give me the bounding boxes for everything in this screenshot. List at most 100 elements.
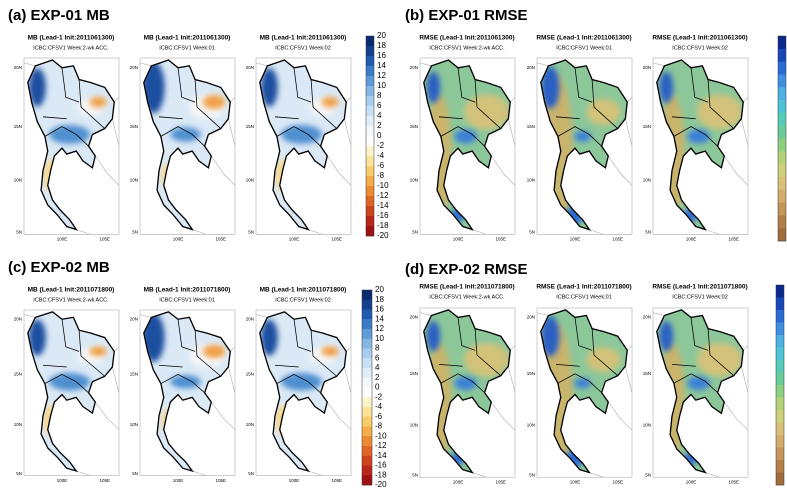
lat-label: 10N <box>643 178 651 183</box>
lat-label: 5N <box>645 473 651 478</box>
field-blob <box>454 376 477 390</box>
field-blob <box>586 98 621 126</box>
lon-label: 100E <box>173 478 184 483</box>
lon-label: 100E <box>686 479 697 484</box>
lat-label: 5N <box>248 471 254 476</box>
lat-label: 10N <box>527 423 535 428</box>
colorbar-tick-label: 4 <box>377 111 382 120</box>
lat-label: 15N <box>410 124 418 129</box>
colorbar-swatch <box>366 106 374 117</box>
field-blob <box>321 96 339 108</box>
colorbar-swatch <box>776 385 784 398</box>
neighbor-borders <box>419 62 516 235</box>
country-outline <box>259 311 347 473</box>
colorbar-swatch <box>776 397 784 411</box>
map <box>139 309 236 476</box>
map-subtitle: ICBC:CFSV1 Week:02 <box>275 45 331 51</box>
lat-label: 15N <box>130 124 138 129</box>
field-blob <box>281 372 323 391</box>
colorbar-swatch <box>362 377 372 388</box>
map <box>652 307 749 478</box>
colorbar-tick-label: 8 <box>375 344 380 353</box>
map-subtitle: ICBC:CFSV1 Week:2-wk ACC. <box>429 294 505 300</box>
country-outline <box>27 59 115 231</box>
neighbor-borders <box>139 62 236 235</box>
lat-label: 20N <box>246 316 254 321</box>
map-subtitle: ICBC:CFSV1 Week:2-wk ACC. <box>429 45 505 51</box>
neighbor-borders <box>139 314 236 476</box>
colorbar-swatch <box>366 136 374 147</box>
lat-label: 10N <box>410 423 418 428</box>
colorbar-tick-label: -16 <box>377 211 389 220</box>
colorbar-swatch <box>778 164 786 178</box>
colorbar-swatch <box>776 335 784 348</box>
field-blob <box>49 372 91 391</box>
country-outline <box>423 309 511 474</box>
lat-label: 20N <box>130 316 138 321</box>
colorbar-tick-label: -4 <box>375 402 383 411</box>
colorbar-swatch <box>778 100 786 114</box>
colorbar-swatch <box>366 56 374 67</box>
field-blob <box>281 125 323 144</box>
country-outline <box>540 59 628 231</box>
colorbar-swatch <box>362 416 372 427</box>
lat-label: 10N <box>643 423 651 428</box>
field-blob <box>463 94 510 130</box>
map <box>139 57 236 235</box>
colorbar-swatch <box>776 360 784 373</box>
colorbar-swatch <box>362 436 372 447</box>
panel-label: (b) EXP-01 RMSE <box>405 7 528 24</box>
colorbar-swatch <box>362 368 372 379</box>
colorbar-swatch <box>778 48 786 62</box>
map-title: RMSE (Lead-1 Init:2011071800) <box>536 284 631 291</box>
colorbar-tick-label: -18 <box>375 470 387 479</box>
lat-label: 5N <box>412 473 418 478</box>
colorbar-tick-label: 16 <box>377 51 386 60</box>
field-blob <box>170 375 201 389</box>
colorbar-tick-label: 4 <box>375 363 380 372</box>
colorbar-swatch <box>362 475 372 486</box>
colorbar-tick-label: 14 <box>375 314 384 323</box>
colorbar-swatch <box>778 87 786 101</box>
lat-label: 20N <box>643 65 651 70</box>
field-blob <box>426 71 441 104</box>
country-outline <box>259 59 347 231</box>
province-borders <box>274 67 338 147</box>
colorbar-tick-label: 18 <box>375 295 384 304</box>
lat-label: 5N <box>16 471 22 476</box>
colorbar-swatch <box>778 112 786 126</box>
field-blob <box>260 319 278 356</box>
field-blob <box>28 319 46 356</box>
colorbar-tick-label: 10 <box>377 81 386 90</box>
lat-label: 15N <box>410 371 418 376</box>
colorbar-swatch <box>362 309 372 320</box>
colorbar-swatch <box>366 206 374 217</box>
colorbar-swatch <box>362 348 372 359</box>
map-title: MB (Lead-1 Init:2011061300) <box>144 35 231 42</box>
lat-label: 10N <box>246 422 254 427</box>
field-blob <box>454 129 477 144</box>
colorbar-swatch <box>362 455 372 466</box>
colorbar-tick-label: 0 <box>377 131 382 140</box>
field-blob <box>321 346 339 357</box>
country-outline <box>143 311 231 473</box>
colorbar-tick-label: 6 <box>377 101 382 110</box>
colorbar-frame <box>777 35 787 242</box>
colorbar-tick-label: -4 <box>377 151 385 160</box>
colorbar-swatch <box>366 196 374 207</box>
lat-label: 20N <box>527 65 535 70</box>
colorbar-swatch <box>366 166 374 177</box>
colorbar-tick-label: -18 <box>377 221 389 230</box>
lat-label: 15N <box>643 124 651 129</box>
province-borders <box>438 317 502 393</box>
colorbar-swatch <box>778 151 786 165</box>
colorbar-tick-label: -16 <box>375 461 387 470</box>
colorbar-swatch <box>362 397 372 408</box>
colorbar-tick-label: 20 <box>375 285 384 294</box>
province-borders <box>158 319 222 394</box>
lat-label: 20N <box>130 65 138 70</box>
colorbar-tick-label: 2 <box>375 373 380 382</box>
lat-label: 15N <box>14 372 22 377</box>
lon-label: 105E <box>728 479 739 484</box>
lat-label: 20N <box>14 65 22 70</box>
